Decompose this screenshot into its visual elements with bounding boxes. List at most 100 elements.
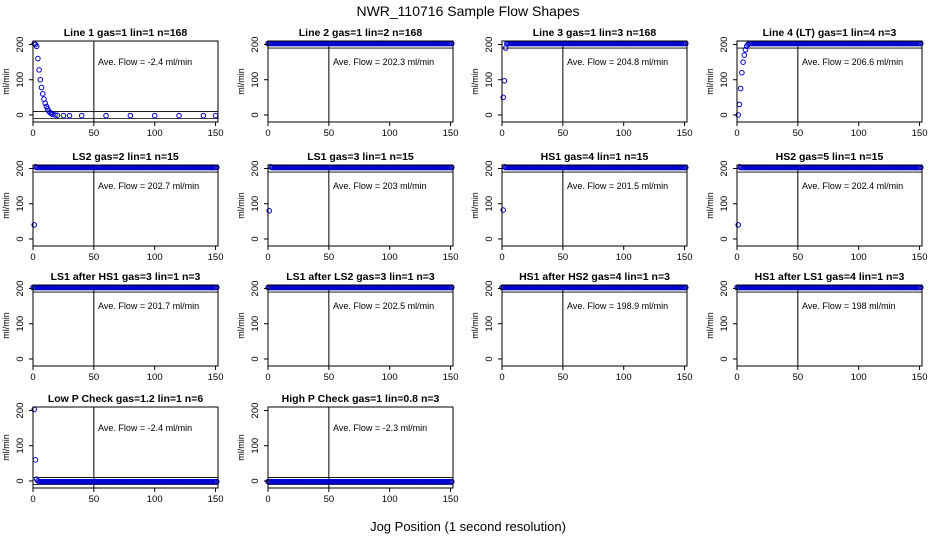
y-tick-label: 100 (250, 316, 261, 332)
y-tick-label: 200 (484, 37, 495, 53)
x-tick-label: 100 (616, 128, 632, 139)
y-tick-label: 100 (719, 196, 730, 212)
panel-title: HS2 gas=5 lin=1 n=15 (776, 151, 884, 163)
x-tick-label: 150 (912, 372, 928, 383)
data-point (52, 112, 58, 118)
x-tick-label: 50 (324, 128, 335, 139)
panel-13: Low P Check gas=1.2 lin=1 n=6 Ave. Flow =… (1, 393, 223, 505)
data-point (60, 112, 67, 119)
y-axis-label: ml/min (1, 68, 11, 95)
panel-grid: Line 1 gas=1 lin=1 n=168 Ave. Flow = -2.4… (1, 27, 927, 505)
x-tick-label: 100 (147, 372, 163, 383)
x-tick-label: 50 (324, 494, 335, 505)
x-tick-label: 0 (265, 252, 270, 263)
plot-frame (32, 284, 219, 367)
data-point (127, 112, 134, 119)
x-tick-label: 150 (677, 128, 693, 139)
panel-11: HS1 after HS2 gas=4 lin=1 n=3 Ave. Flow =… (470, 271, 692, 383)
panel-title: HS1 gas=4 lin=1 n=15 (541, 151, 649, 163)
y-axis-label: ml/min (705, 68, 715, 95)
panel-9: LS1 after HS1 gas=3 lin=1 n=3 Ave. Flow =… (1, 271, 223, 383)
data-point (740, 59, 746, 65)
panel-title: LS1 after LS2 gas=3 lin=1 n=3 (286, 271, 435, 283)
panel-7: HS1 gas=4 lin=1 n=15 Ave. Flow = 201.5 ml… (470, 151, 692, 263)
panel-12: HS1 after LS1 gas=4 lin=1 n=3 Ave. Flow =… (705, 271, 927, 383)
x-tick-label: 50 (89, 494, 100, 505)
plot-frame (501, 284, 688, 367)
x-tick-label: 50 (558, 252, 569, 263)
x-tick-label: 50 (793, 252, 804, 263)
x-tick-label: 50 (324, 252, 335, 263)
data-point (151, 112, 158, 119)
data-point (500, 207, 507, 213)
x-tick-label: 100 (851, 372, 867, 383)
x-tick-label: 150 (677, 372, 693, 383)
x-tick-label: 50 (558, 372, 569, 383)
data-point (42, 100, 48, 107)
panel-title: LS1 gas=3 lin=1 n=15 (307, 151, 414, 163)
data-point (54, 112, 61, 119)
x-tick-label: 100 (382, 252, 398, 263)
plot-frame (32, 164, 219, 247)
data-point (448, 478, 455, 485)
y-axis-label: ml/min (236, 68, 246, 95)
y-tick-label: 100 (15, 196, 26, 212)
y-tick-label: 0 (719, 236, 730, 241)
x-tick-label: 150 (912, 128, 928, 139)
y-tick-label: 0 (484, 236, 495, 241)
data-point (500, 94, 507, 101)
y-axis-label: ml/min (236, 434, 246, 461)
panel-5: LS2 gas=2 lin=1 n=15 Ave. Flow = 202.7 ml… (1, 151, 223, 263)
y-tick-label: 200 (484, 281, 495, 297)
y-tick-label: 200 (719, 161, 730, 177)
data-point (33, 43, 40, 50)
y-tick-label: 200 (250, 37, 261, 53)
x-tick-label: 150 (208, 494, 224, 505)
x-tick-label: 0 (265, 372, 270, 383)
plot-frame (736, 40, 923, 123)
x-tick-label: 0 (265, 494, 270, 505)
ave-flow-label: Ave. Flow = 202.5 ml/min (333, 301, 434, 311)
data-point (37, 76, 44, 83)
ave-flow-label: Ave. Flow = -2.4 ml/min (98, 57, 192, 67)
y-tick-label: 200 (15, 281, 26, 297)
x-tick-label: 150 (208, 252, 224, 263)
plot-frame (267, 284, 454, 367)
ave-flow-label: Ave. Flow = 201.7 ml/min (98, 301, 199, 311)
y-tick-label: 100 (15, 316, 26, 332)
y-axis-label: ml/min (236, 312, 246, 339)
panel-title: Line 2 gas=1 lin=2 n=168 (299, 27, 423, 39)
y-tick-label: 100 (484, 72, 495, 88)
y-axis-label: ml/min (236, 192, 246, 219)
ave-flow-label: Ave. Flow = 201.5 ml/min (567, 181, 668, 191)
x-tick-label: 50 (89, 252, 100, 263)
x-tick-label: 150 (208, 128, 224, 139)
panel-4: Line 4 (LT) gas=1 lin=4 n=3 Ave. Flow = 2… (705, 27, 927, 139)
plot-frame (736, 284, 923, 367)
x-tick-label: 150 (677, 252, 693, 263)
ave-flow-label: Ave. Flow = -2.3 ml/min (333, 423, 427, 433)
y-tick-label: 0 (719, 112, 730, 117)
panel-10: LS1 after LS2 gas=3 lin=1 n=3 Ave. Flow =… (236, 271, 458, 383)
y-tick-label: 100 (250, 72, 261, 88)
ave-flow-label: Ave. Flow = 202.4 ml/min (802, 181, 903, 191)
plot-frame (267, 40, 454, 123)
data-point (213, 478, 220, 485)
panel-title: High P Check gas=1 lin=0.8 n=3 (282, 393, 440, 405)
x-tick-label: 100 (616, 372, 632, 383)
x-tick-label: 150 (443, 494, 459, 505)
y-tick-label: 200 (15, 403, 26, 419)
data-point (38, 84, 45, 91)
y-tick-label: 0 (250, 478, 261, 483)
y-axis-label: ml/min (470, 68, 480, 95)
ave-flow-label: Ave. Flow = 202.7 ml/min (98, 181, 199, 191)
data-point (735, 222, 742, 228)
panel-6: LS1 gas=3 lin=1 n=15 Ave. Flow = 203 ml/m… (236, 151, 458, 263)
y-tick-label: 100 (719, 316, 730, 332)
data-point (741, 52, 748, 58)
ave-flow-label: Ave. Flow = 198 ml/min (802, 301, 896, 311)
y-tick-label: 200 (719, 37, 730, 53)
y-tick-label: 100 (250, 196, 261, 212)
y-tick-label: 200 (15, 161, 26, 177)
data-point (200, 112, 207, 119)
